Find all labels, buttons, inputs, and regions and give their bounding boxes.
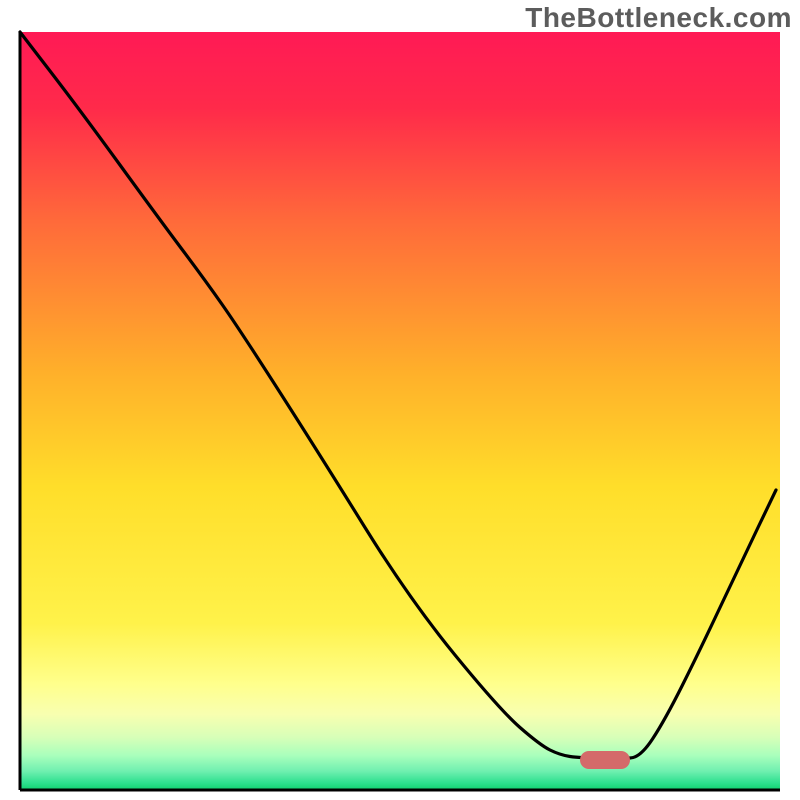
watermark-label: TheBottleneck.com [525, 2, 792, 34]
bottleneck-chart [0, 0, 800, 800]
chart-container: TheBottleneck.com [0, 0, 800, 800]
optimal-marker [580, 751, 630, 769]
plot-background [20, 32, 780, 790]
